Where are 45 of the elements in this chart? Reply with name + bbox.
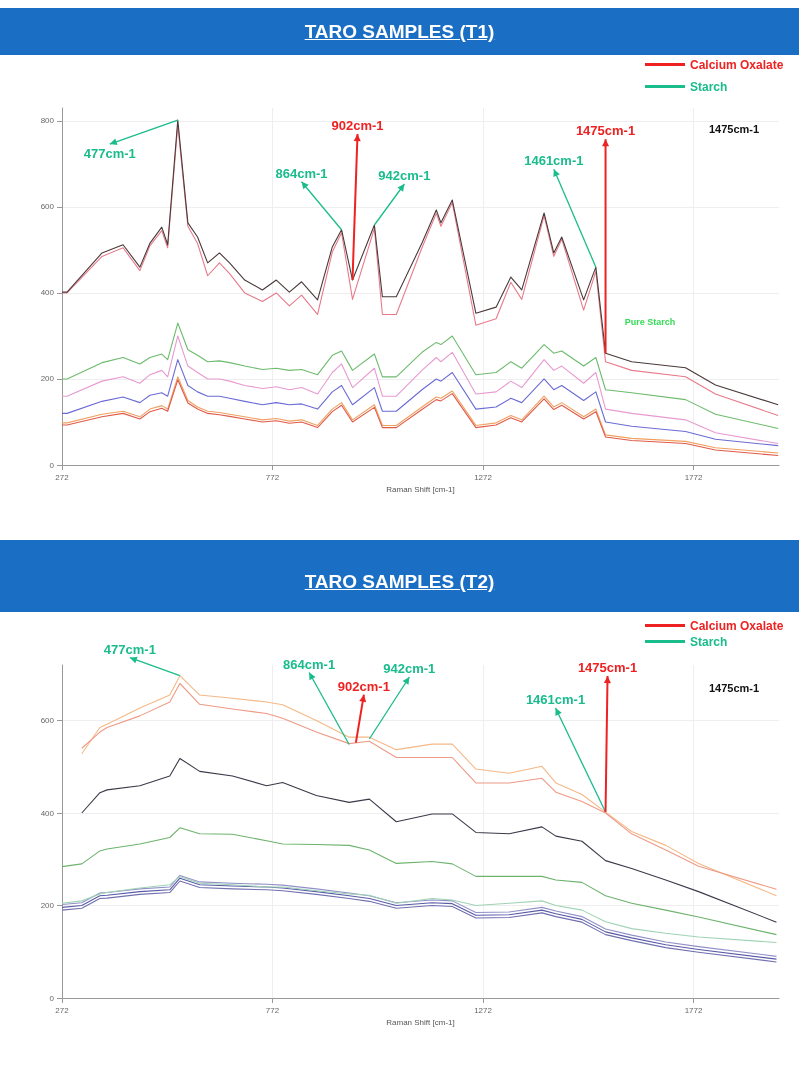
annotation: Pure Starch (624, 317, 676, 327)
annotation: 1475cm-1 (708, 682, 760, 694)
x-tick-label: 272 (55, 1005, 70, 1015)
line-series (61, 876, 778, 944)
annotation: 1475cm-1 (708, 123, 760, 135)
line-series (81, 757, 778, 923)
annotation: 1461cm-1 (525, 692, 586, 708)
annotation: 1475cm-1 (577, 660, 638, 676)
text: Starch (690, 80, 728, 94)
y-tick-label: 400 (40, 288, 55, 298)
line-series (61, 359, 779, 447)
x-tick-label: 1272 (474, 1005, 493, 1015)
line-series (61, 827, 778, 936)
line-series (61, 335, 779, 445)
chart-title: TARO SAMPLES (T2) (0, 540, 799, 612)
annotation: 864cm-1 (275, 165, 328, 181)
annotation: 942cm-1 (383, 661, 436, 676)
y-tick-label: 600 (40, 716, 55, 725)
annotation: 1475cm-1 (575, 123, 636, 139)
x-tick-label: 272 (55, 472, 70, 482)
y-tick-label: 400 (40, 808, 55, 818)
x-axis-title: Raman Shift [cm-1] (386, 1018, 455, 1028)
y-tick-label: 200 (40, 374, 55, 384)
annotation: 864cm-1 (283, 656, 336, 672)
chart-title: TARO SAMPLES (T1) (0, 8, 799, 55)
y-tick-label: 200 (40, 901, 55, 910)
x-tick-label: 772 (265, 1005, 280, 1015)
text: Calcium Oxalate (690, 619, 784, 633)
x-tick-label: 1772 (684, 472, 703, 482)
annotation: 1461cm-1 (524, 153, 584, 169)
x-tick-label: 1772 (684, 1005, 703, 1015)
y-tick-label: 0 (49, 993, 55, 1003)
x-axis-title: Raman Shift [cm-1] (386, 485, 455, 495)
y-tick-label: 800 (40, 116, 55, 126)
annotation: 477cm-1 (103, 641, 156, 657)
y-tick-label: 0 (49, 460, 55, 470)
text: Starch (690, 635, 728, 649)
annotation: 902cm-1 (337, 678, 390, 694)
x-tick-label: 772 (265, 472, 280, 482)
annotation: 477cm-1 (83, 146, 136, 162)
x-tick-label: 1272 (474, 472, 493, 482)
annotation: 902cm-1 (331, 118, 384, 134)
text: Calcium Oxalate (690, 58, 784, 72)
annotation: 942cm-1 (378, 167, 431, 183)
y-tick-label: 600 (40, 202, 55, 212)
